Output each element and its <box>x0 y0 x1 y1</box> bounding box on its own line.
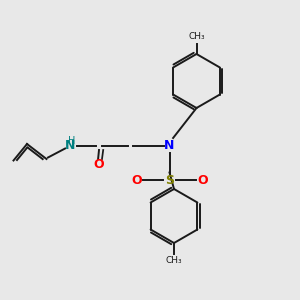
Text: CH₃: CH₃ <box>188 32 205 41</box>
Text: CH₃: CH₃ <box>166 256 182 265</box>
Text: O: O <box>197 173 208 187</box>
Text: O: O <box>94 158 104 172</box>
Text: O: O <box>131 173 142 187</box>
Text: H: H <box>68 136 76 146</box>
Text: S: S <box>165 173 174 187</box>
Text: N: N <box>164 139 175 152</box>
Text: N: N <box>65 139 76 152</box>
